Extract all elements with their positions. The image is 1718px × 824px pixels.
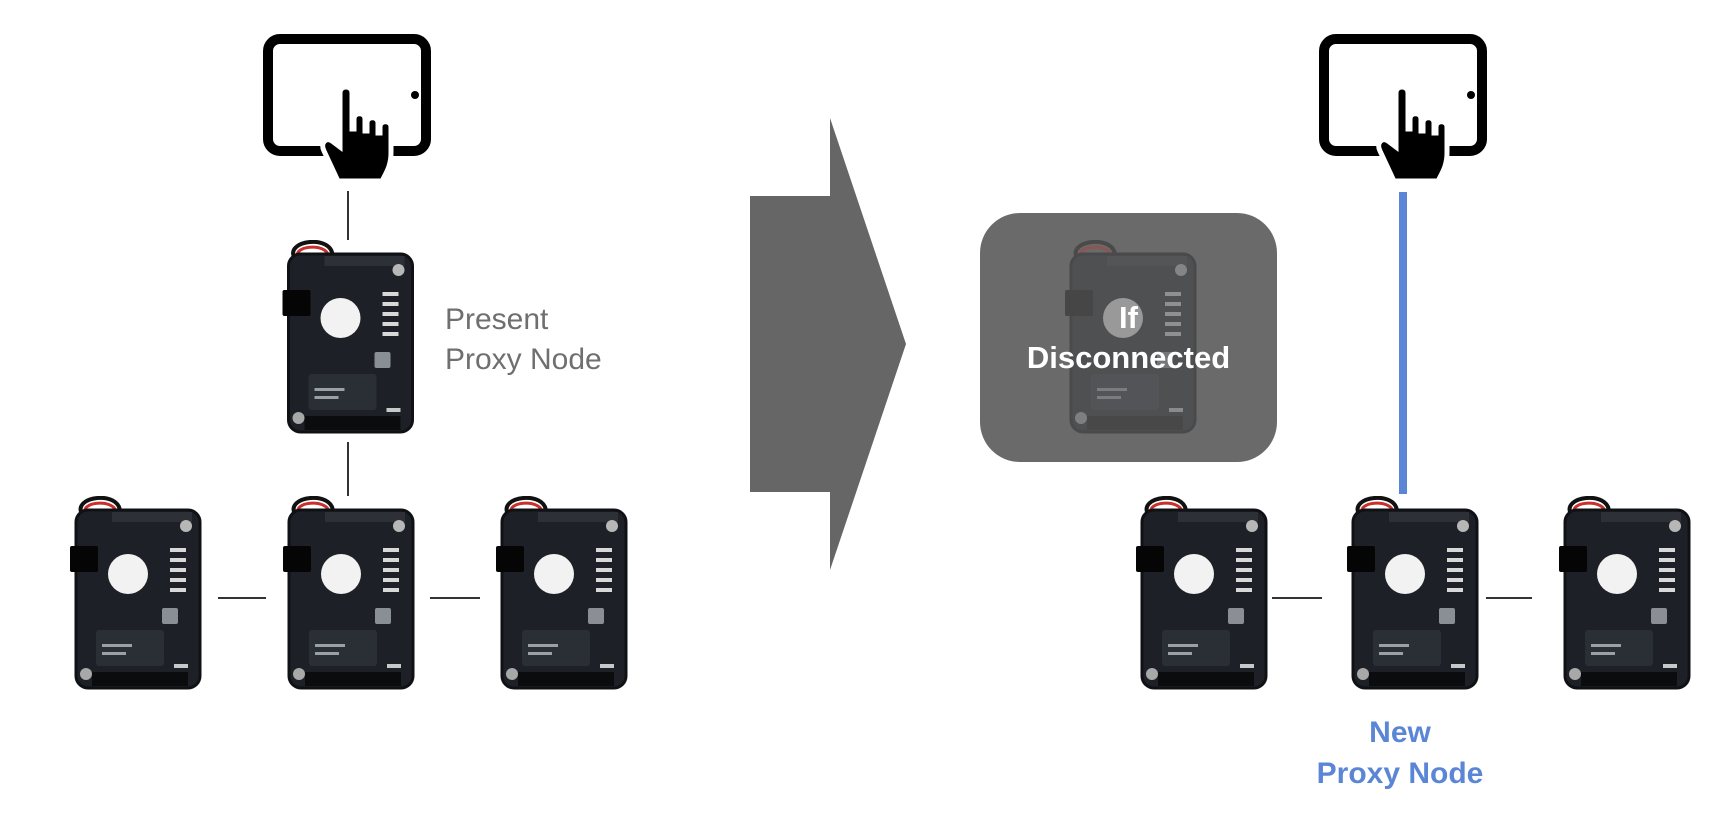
present-proxy-label-line2: Proxy Node xyxy=(445,343,602,376)
disconnected-label-line1: If xyxy=(1119,300,1138,335)
right-mesh-node-3 xyxy=(1546,496,1706,696)
left-mesh-connector-2 xyxy=(430,597,480,599)
right-mesh-connector-2 xyxy=(1486,597,1532,599)
new-proxy-node-label: New Proxy Node xyxy=(1280,712,1520,794)
right-tablet-icon xyxy=(1318,33,1488,183)
left-mesh-node-1 xyxy=(57,496,217,696)
disconnected-label: If Disconnected xyxy=(1010,298,1247,378)
present-proxy-node-board xyxy=(267,240,432,440)
left-mesh-node-2 xyxy=(270,496,430,696)
left-mesh-connector-1 xyxy=(218,597,266,599)
left-mesh-node-3 xyxy=(483,496,643,696)
right-mesh-connector-1 xyxy=(1272,597,1322,599)
left-tablet-icon xyxy=(262,33,432,183)
new-proxy-node-board xyxy=(1334,496,1494,696)
right-mesh-node-1 xyxy=(1123,496,1283,696)
right-arrow-icon xyxy=(750,118,906,570)
present-proxy-label-line1: Present xyxy=(445,303,549,336)
new-proxy-label-line2: Proxy Node xyxy=(1316,757,1484,790)
new-proxy-connection-line xyxy=(1399,192,1407,494)
present-proxy-node-label: Present Proxy Node xyxy=(445,300,602,380)
new-proxy-label-line1: New xyxy=(1369,716,1431,749)
left-tablet-to-proxy-connector xyxy=(347,191,349,240)
left-proxy-to-mesh-connector xyxy=(347,442,349,496)
disconnected-node-overlay xyxy=(980,213,1277,462)
disconnected-label-line2: Disconnected xyxy=(1026,340,1231,375)
